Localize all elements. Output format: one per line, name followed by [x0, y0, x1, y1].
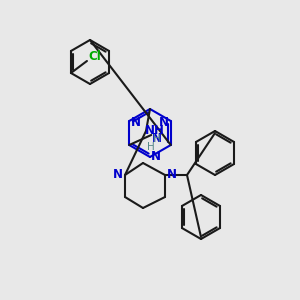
Text: H: H [153, 134, 161, 144]
Text: N: N [159, 116, 169, 128]
Text: Cl: Cl [88, 50, 101, 64]
Text: N: N [152, 133, 162, 146]
Text: N: N [151, 149, 161, 163]
Text: N: N [167, 169, 177, 182]
Text: NH: NH [145, 124, 165, 136]
Text: N: N [131, 116, 141, 128]
Text: N: N [113, 169, 123, 182]
Text: H: H [147, 142, 155, 152]
